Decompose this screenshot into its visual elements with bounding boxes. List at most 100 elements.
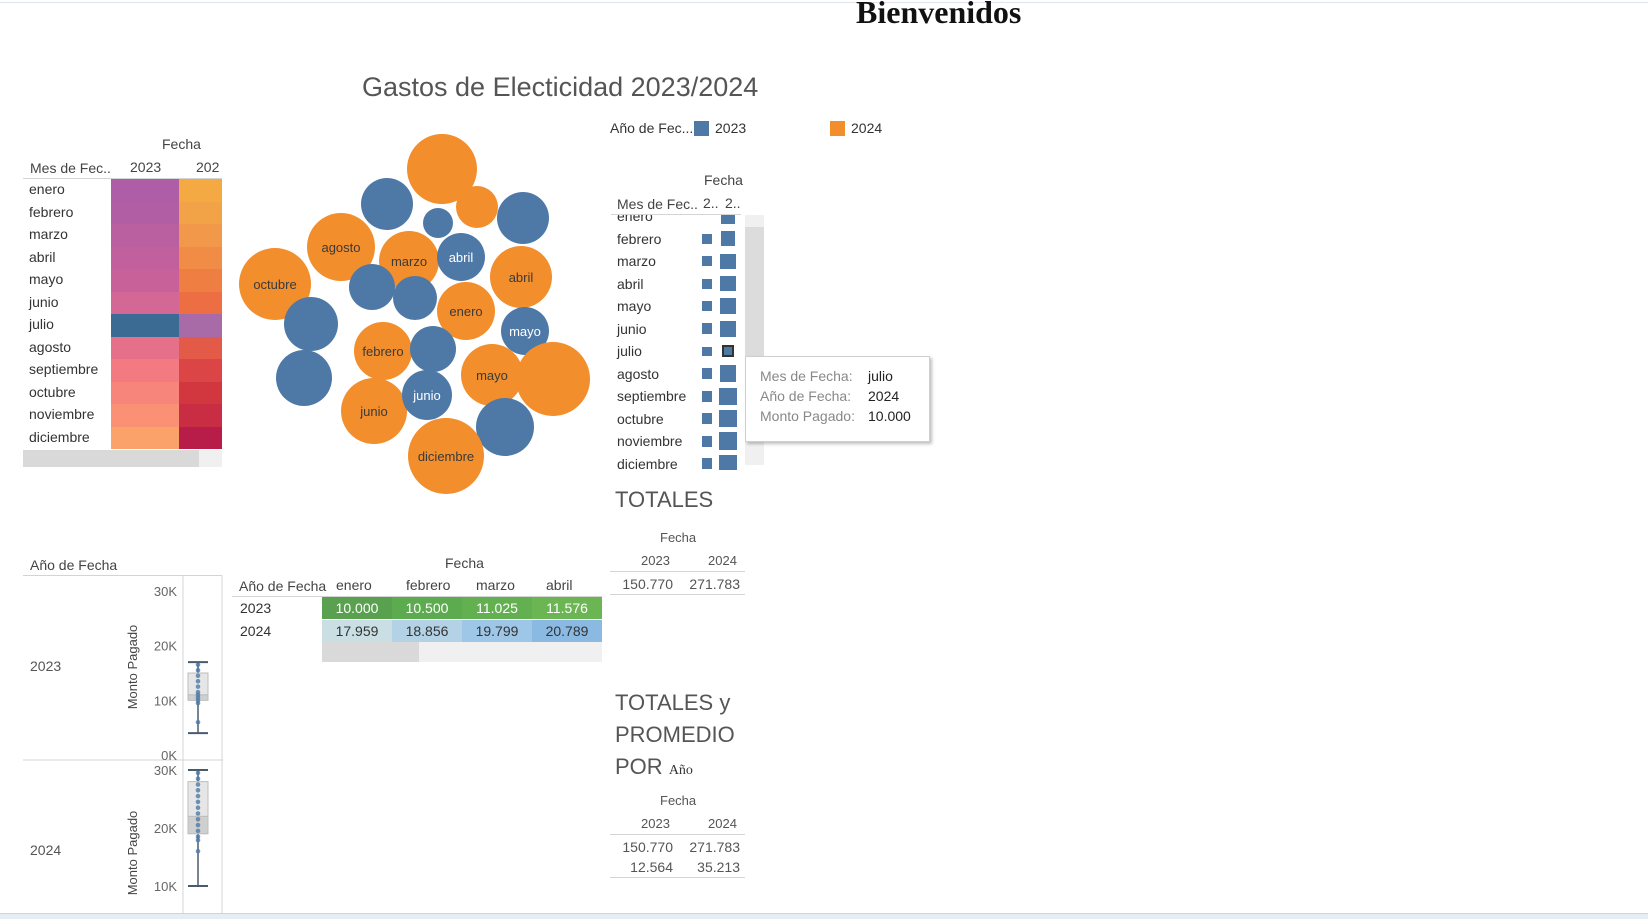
- boxplot-point[interactable]: [195, 805, 201, 810]
- heatmap-cell-2023[interactable]: [111, 381, 179, 404]
- square-mark-2024[interactable]: [720, 276, 736, 292]
- boxplot-point[interactable]: [195, 667, 201, 673]
- boxplot-point[interactable]: [195, 782, 201, 787]
- square-mark-2023[interactable]: [701, 390, 713, 402]
- bubble-unlabeled-2024[interactable]: [516, 342, 590, 416]
- square-mark-2024[interactable]: [719, 365, 737, 383]
- boxplot-point[interactable]: [195, 799, 201, 805]
- heatmap-cell-2024[interactable]: [179, 381, 222, 404]
- bubble-unlabeled-2023[interactable]: [361, 178, 413, 230]
- table-scrollbar[interactable]: [322, 642, 602, 662]
- square-mark-2023[interactable]: [701, 435, 713, 447]
- square-mark-2024[interactable]: [719, 387, 737, 405]
- heatmap-cell-2024[interactable]: [179, 404, 222, 427]
- heatmap-cell-2023[interactable]: [111, 426, 179, 449]
- table-cell[interactable]: 20.789: [532, 620, 602, 642]
- square-mark-2023[interactable]: [701, 458, 713, 470]
- boxplot-point[interactable]: [195, 811, 201, 816]
- bubble-unlabeled-2023[interactable]: [476, 398, 534, 456]
- heatmap-scrollbar-thumb[interactable]: [23, 450, 199, 467]
- heatmap-cell-2024[interactable]: [179, 336, 222, 359]
- boxplot-point[interactable]: [195, 788, 201, 793]
- square-mark-2023[interactable]: [701, 413, 713, 425]
- square-mark-2024[interactable]: [720, 253, 736, 269]
- boxplot-point[interactable]: [195, 828, 201, 834]
- table-cell[interactable]: 17.959: [322, 620, 392, 642]
- bubble-marzo-2024[interactable]: [379, 231, 439, 291]
- bubble-enero-2024[interactable]: [437, 282, 495, 340]
- heatmap-cell-2024[interactable]: [179, 201, 222, 224]
- square-mark-2024[interactable]: [719, 410, 737, 428]
- boxplot-point[interactable]: [195, 673, 201, 679]
- table-cell[interactable]: 11.576: [532, 597, 602, 619]
- heatmap-cell-2023[interactable]: [111, 336, 179, 359]
- legend-swatch-2023[interactable]: [694, 121, 709, 136]
- bubble-abril-2024[interactable]: [490, 246, 552, 308]
- boxplot-point[interactable]: [195, 700, 201, 706]
- bubble-unlabeled-2023[interactable]: [284, 297, 338, 351]
- table-cell[interactable]: 10.500: [392, 597, 462, 619]
- heatmap-cell-2023[interactable]: [111, 269, 179, 292]
- boxplot-point[interactable]: [195, 837, 201, 843]
- boxplot-point[interactable]: [195, 834, 201, 839]
- table-cell[interactable]: 10.000: [322, 597, 392, 619]
- square-mark-2023[interactable]: [701, 300, 713, 312]
- square-mark-2023[interactable]: [702, 346, 712, 356]
- square-mark-2023[interactable]: [701, 323, 713, 335]
- bubble-junio-2024[interactable]: [341, 378, 407, 444]
- bubble-unlabeled-2024[interactable]: [456, 186, 498, 228]
- heatmap-cell-2024[interactable]: [179, 291, 222, 314]
- table-body[interactable]: 2023 10.000 10.500 11.025 11.576 2024 17.959 18…: [232, 597, 602, 642]
- bubble-junio-2023[interactable]: [402, 370, 452, 420]
- bubble-unlabeled-2023[interactable]: [349, 264, 395, 310]
- bubble-unlabeled-2024[interactable]: [407, 134, 477, 204]
- boxplot-point[interactable]: [195, 719, 201, 725]
- boxplot-point[interactable]: [195, 776, 201, 781]
- bubble-unlabeled-2023[interactable]: [410, 326, 456, 372]
- bubble-unlabeled-2023[interactable]: [276, 350, 332, 406]
- table-cell[interactable]: 18.856: [392, 620, 462, 642]
- square-mark-2023[interactable]: [701, 368, 713, 380]
- heatmap-cell-2024[interactable]: [179, 179, 222, 202]
- heatmap-cell-2024[interactable]: [179, 359, 222, 382]
- bubble-mayo-2023[interactable]: [501, 307, 549, 355]
- boxplot-upper-box[interactable]: [187, 781, 209, 817]
- boxplot-point[interactable]: [195, 684, 201, 689]
- bubble-octubre-2024[interactable]: [239, 248, 311, 320]
- bubble-mayo-2024[interactable]: [461, 344, 523, 406]
- square-mark-2024[interactable]: [720, 215, 736, 224]
- boxplot-point[interactable]: [195, 817, 201, 822]
- bubble-febrero-2024[interactable]: [354, 322, 412, 380]
- bubble-unlabeled-2023[interactable]: [497, 192, 549, 244]
- heatmap-cell-2023[interactable]: [111, 246, 179, 269]
- boxplot-point[interactable]: [195, 770, 201, 776]
- bubble-abril-2023[interactable]: [437, 233, 485, 281]
- boxplot-chart[interactable]: Monto Pagado 30K 20K 10K 0K Monto Pagado 30K 20…: [23, 575, 223, 913]
- bubble-unlabeled-2023[interactable]: [423, 208, 453, 238]
- boxplot-point[interactable]: [195, 662, 201, 668]
- table-scrollbar-thumb[interactable]: [322, 642, 419, 662]
- heatmap-cell-2024[interactable]: [179, 426, 222, 449]
- bubble-unlabeled-2023[interactable]: [393, 276, 437, 320]
- boxplot-point[interactable]: [195, 793, 201, 799]
- squares-body[interactable]: enero febrero marzo abril mayo junio julio agos…: [611, 215, 741, 470]
- square-mark-2023[interactable]: [701, 278, 713, 289]
- heatmap-cell-2023[interactable]: [111, 201, 179, 224]
- bubble-chart[interactable]: agosto marzo abril abril octubre enero mayo feb…: [230, 125, 600, 510]
- bubble-diciembre-2024[interactable]: [408, 418, 484, 494]
- heatmap-cell-2024[interactable]: [179, 269, 222, 292]
- heatmap-cell-2024[interactable]: [179, 314, 222, 337]
- legend-swatch-2024[interactable]: [830, 121, 845, 136]
- boxplot-point[interactable]: [195, 678, 201, 684]
- heatmap-cell-2023[interactable]: [111, 404, 179, 427]
- heatmap-cell-2023[interactable]: [111, 179, 179, 202]
- bubble-agosto-2024[interactable]: [307, 213, 375, 281]
- table-cell[interactable]: 11.025: [462, 597, 532, 619]
- heatmap-cell-2023[interactable]: [111, 291, 179, 314]
- square-mark-2024-selected[interactable]: [721, 345, 735, 358]
- heatmap-scrollbar[interactable]: [23, 450, 222, 467]
- square-mark-2024[interactable]: [719, 454, 737, 470]
- square-mark-2024[interactable]: [719, 432, 737, 451]
- heatmap-body[interactable]: enero febrero marzo abril mayo junio julio agos…: [23, 179, 222, 449]
- heatmap-cell-2024[interactable]: [179, 246, 222, 269]
